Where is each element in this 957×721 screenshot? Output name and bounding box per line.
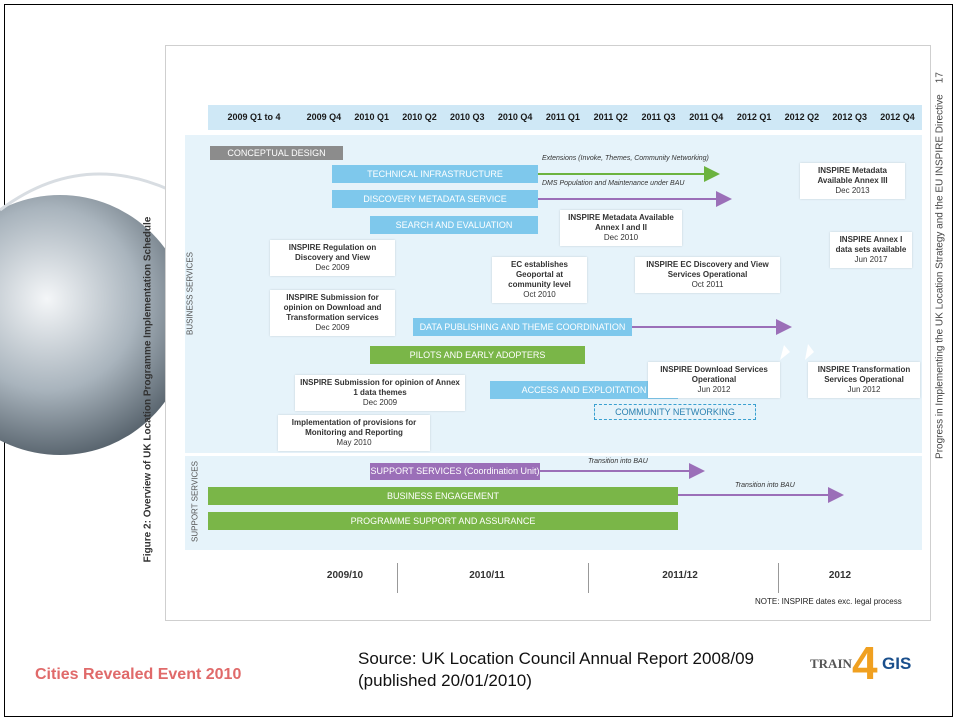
quarter-label: 2011 Q3 [635,105,683,129]
quarter-label: 2010 Q2 [396,105,444,129]
logo-text: TRAIN [810,656,852,672]
section-label: BUSINESS SERVICES [186,219,195,369]
slide: TRAIN 4 GIS Cities Revealed Event 2010 S… [0,0,957,721]
callout-text: INSPIRE Download Services Operational [660,365,768,384]
quarter-label: 2012 Q2 [778,105,826,129]
source: Source: UK Location Council Annual Repor… [358,648,788,692]
callout-date: Jun 2012 [812,385,916,395]
page-number: 17 [935,72,946,83]
task-bar: SUPPORT SERVICES (Coordination Unit) [370,463,540,480]
task-bar: PILOTS AND EARLY ADOPTERS [370,346,585,364]
callout: INSPIRE Transformation Services Operatio… [808,362,920,398]
quarter-label: 2011 Q2 [587,105,635,129]
figure-title: Figure 2: Overview of UK Location Progra… [143,155,154,625]
callout: Implementation of provisions for Monitor… [278,415,430,451]
callout-text: INSPIRE Submission for opinion of Annex … [300,378,460,397]
task-bar: SEARCH AND EVALUATION [370,216,538,234]
callout-date: Jun 2017 [834,255,908,265]
page-title-text: Progress in Implementing the UK Location… [935,94,946,459]
pointer [780,344,814,360]
callout-date: Oct 2010 [496,290,583,300]
logo-text: GIS [882,654,911,674]
callout-date: Oct 2011 [639,280,776,290]
callout: EC establishes Geoportal at community le… [492,257,587,303]
event-title: Cities Revealed Event 2010 [35,666,241,684]
callout-text: INSPIRE Submission for opinion on Downlo… [284,293,382,322]
quarter-label: 2009 Q1 to 4 [208,105,300,129]
task-bar: DATA PUBLISHING AND THEME COORDINATION [413,318,632,336]
quarter-label: 2010 Q4 [491,105,539,129]
quarter-label: 2011 Q4 [682,105,730,129]
callout-text: INSPIRE EC Discovery and View Services O… [646,260,769,279]
logo: TRAIN 4 GIS [772,640,942,695]
quarter-label: 2009 Q4 [300,105,348,129]
quarter-label: 2012 Q3 [826,105,874,129]
period-label: 2010/11 [447,570,527,581]
callout: INSPIRE Submission for opinion of Annex … [295,375,465,411]
section-label: SUPPORT SERVICES [191,457,200,547]
task-bar: BUSINESS ENGAGEMENT [208,487,678,505]
quarter-label: 2010 Q1 [348,105,396,129]
task-bar: COMMUNITY NETWORKING [594,404,756,420]
page-title: Progress in Implementing the UK Location… [935,0,946,556]
quarter-label: 2011 Q1 [539,105,587,129]
callout-date: Dec 2009 [299,398,461,408]
task-bar: PROGRAMME SUPPORT AND ASSURANCE [208,512,678,530]
callout-text: INSPIRE Regulation on Discovery and View [289,243,377,262]
callout-text: INSPIRE Transformation Services Operatio… [818,365,910,384]
callout: INSPIRE Metadata Available Annex I and I… [560,210,682,246]
task-bar: CONCEPTUAL DESIGN [210,146,343,160]
callout-date: May 2010 [282,438,426,448]
callout-date: Jun 2012 [652,385,776,395]
bar-note: Extensions (Invoke, Themes, Community Ne… [542,155,709,162]
bar-note: Transition into BAU [588,458,648,465]
callout-date: Dec 2009 [274,263,391,273]
quarter-label: 2012 Q1 [730,105,778,129]
callout: INSPIRE Regulation on Discovery and View… [270,240,395,276]
task-bar: TECHNICAL INFRASTRUCTURE [332,165,538,183]
period-label: 2012 [800,570,880,581]
callout-date: Dec 2010 [564,233,678,243]
callout-text: EC establishes Geoportal at community le… [508,260,571,289]
callout-text: INSPIRE Metadata Available Annex I and I… [568,213,674,232]
callout-date: Dec 2009 [274,323,391,333]
callout-date: Dec 2013 [804,186,901,196]
bar-note: DMS Population and Maintenance under BAU [542,180,684,187]
bar-note: Transition into BAU [735,482,795,489]
callout-text: Implementation of provisions for Monitor… [292,418,416,437]
logo-digit: 4 [852,636,878,690]
callout-text: INSPIRE Annex I data sets available [836,235,907,254]
note: NOTE: INSPIRE dates exc. legal process [755,597,902,606]
period-label: 2009/10 [305,570,385,581]
quarter-label: 2012 Q4 [874,105,922,129]
task-bar: DISCOVERY METADATA SERVICE [332,190,538,208]
quarter-label: 2010 Q3 [443,105,491,129]
callout: INSPIRE Submission for opinion on Downlo… [270,290,395,336]
callout: INSPIRE EC Discovery and View Services O… [635,257,780,293]
callout-text: INSPIRE Metadata Available Annex III [817,166,887,185]
period-label: 2011/12 [640,570,720,581]
